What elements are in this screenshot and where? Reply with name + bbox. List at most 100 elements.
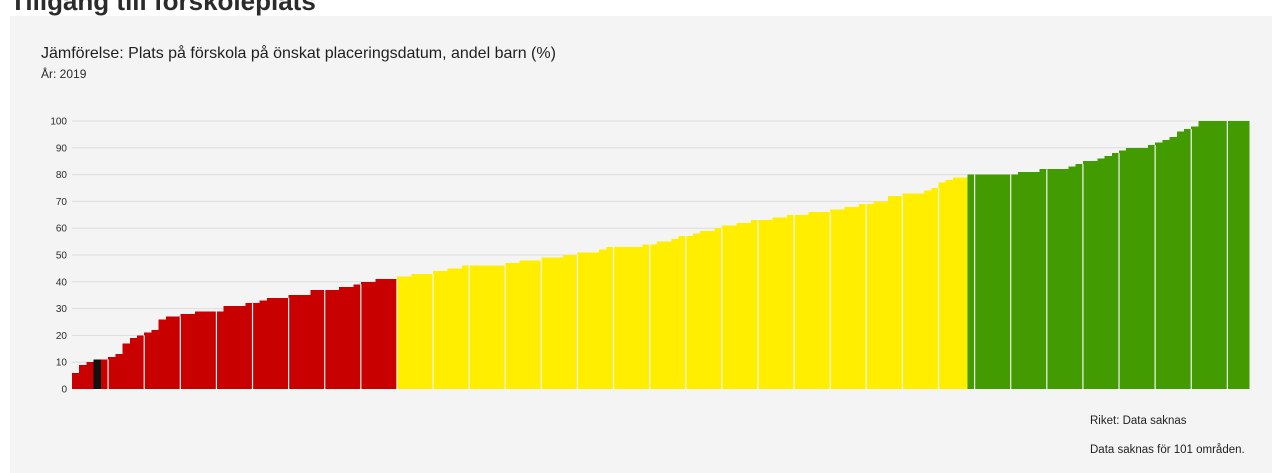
bar[interactable]: [187, 313, 196, 389]
bar[interactable]: [851, 206, 860, 389]
bar[interactable]: [266, 297, 275, 389]
bar[interactable]: [801, 214, 809, 389]
bar[interactable]: [440, 271, 448, 389]
bar[interactable]: [317, 289, 326, 389]
bar[interactable]: [108, 356, 116, 389]
bar[interactable]: [664, 241, 672, 389]
bar[interactable]: [577, 252, 586, 389]
bar[interactable]: [1003, 174, 1012, 389]
bar[interactable]: [996, 174, 1004, 389]
bar[interactable]: [129, 338, 138, 389]
bar[interactable]: [1119, 150, 1127, 389]
bar[interactable]: [447, 268, 456, 389]
bar[interactable]: [274, 297, 282, 389]
bar[interactable]: [122, 343, 131, 389]
bar[interactable]: [757, 220, 766, 389]
bar[interactable]: [1162, 139, 1170, 389]
bar[interactable]: [353, 284, 362, 389]
bar[interactable]: [570, 255, 578, 389]
bar[interactable]: [404, 276, 412, 389]
bar[interactable]: [389, 279, 398, 389]
bar[interactable]: [541, 257, 549, 389]
bar[interactable]: [685, 236, 694, 389]
bar[interactable]: [498, 265, 506, 389]
bar[interactable]: [808, 212, 817, 389]
bar[interactable]: [887, 196, 896, 389]
bar[interactable]: [79, 364, 87, 389]
bar[interactable]: [859, 204, 867, 389]
bar[interactable]: [924, 190, 932, 389]
bar[interactable]: [238, 305, 246, 389]
bar[interactable]: [873, 201, 882, 389]
bar[interactable]: [1227, 121, 1235, 389]
bar[interactable]: [1191, 126, 1199, 390]
bar[interactable]: [779, 217, 788, 389]
bar[interactable]: [180, 313, 188, 389]
bar[interactable]: [960, 177, 968, 389]
bar[interactable]: [692, 233, 701, 389]
bar[interactable]: [303, 295, 311, 389]
bar[interactable]: [165, 316, 174, 389]
bar[interactable]: [1111, 153, 1120, 389]
bar[interactable]: [1205, 121, 1214, 389]
bar[interactable]: [476, 265, 484, 389]
bar[interactable]: [916, 193, 925, 389]
bar[interactable]: [324, 289, 333, 389]
bar[interactable]: [1090, 161, 1098, 389]
bar[interactable]: [1075, 163, 1084, 389]
bar[interactable]: [772, 217, 781, 389]
bar[interactable]: [411, 273, 420, 389]
bar[interactable]: [707, 230, 716, 389]
bar[interactable]: [628, 246, 636, 389]
bar[interactable]: [635, 246, 643, 389]
bar[interactable]: [642, 244, 651, 389]
bar[interactable]: [339, 287, 347, 389]
bar[interactable]: [505, 263, 513, 389]
bar[interactable]: [360, 281, 369, 389]
bar[interactable]: [201, 311, 210, 389]
bar[interactable]: [822, 212, 831, 389]
bar[interactable]: [259, 300, 268, 389]
bar[interactable]: [765, 220, 773, 389]
bar[interactable]: [1010, 174, 1019, 389]
bar[interactable]: [714, 228, 723, 389]
bar[interactable]: [938, 182, 947, 389]
bar[interactable]: [837, 209, 846, 389]
bar[interactable]: [613, 246, 622, 389]
bar[interactable]: [194, 311, 203, 389]
bar[interactable]: [1234, 121, 1243, 389]
bar[interactable]: [1133, 147, 1142, 389]
bar[interactable]: [115, 354, 123, 389]
bar[interactable]: [526, 260, 535, 389]
bar[interactable]: [967, 174, 976, 389]
bar[interactable]: [700, 230, 708, 389]
bar[interactable]: [1220, 121, 1228, 389]
bar[interactable]: [620, 246, 629, 389]
bar[interactable]: [1082, 161, 1091, 389]
bar[interactable]: [880, 201, 889, 389]
bar[interactable]: [591, 252, 600, 389]
bar[interactable]: [368, 281, 376, 389]
bar[interactable]: [815, 212, 824, 389]
bar[interactable]: [721, 225, 730, 389]
bar[interactable]: [1126, 147, 1134, 389]
bar[interactable]: [136, 335, 145, 389]
bar[interactable]: [72, 372, 80, 389]
bar[interactable]: [729, 225, 737, 389]
bar[interactable]: [1176, 131, 1185, 389]
bar[interactable]: [1155, 142, 1163, 389]
bar[interactable]: [158, 319, 167, 389]
bar[interactable]: [490, 265, 499, 389]
bar[interactable]: [310, 289, 318, 389]
bar[interactable]: [469, 265, 477, 389]
bar[interactable]: [346, 287, 355, 389]
bar[interactable]: [1039, 169, 1048, 389]
bar[interactable]: [555, 257, 564, 389]
bar[interactable]: [418, 273, 427, 389]
bar[interactable]: [223, 305, 232, 389]
bar[interactable]: [1054, 169, 1062, 389]
bar[interactable]: [288, 295, 297, 389]
bar[interactable]: [86, 362, 95, 389]
bar[interactable]: [671, 238, 679, 389]
bar[interactable]: [548, 257, 557, 389]
